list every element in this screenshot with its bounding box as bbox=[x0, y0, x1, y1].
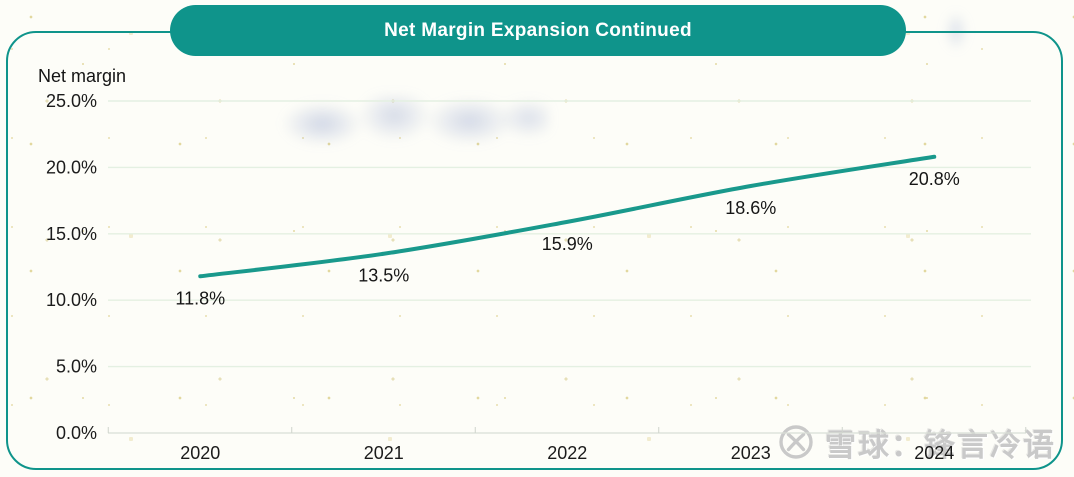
chart-card-frame bbox=[6, 31, 1063, 470]
chart-title-pill: Net Margin Expansion Continued bbox=[170, 5, 906, 56]
chart-title: Net Margin Expansion Continued bbox=[384, 19, 692, 41]
y-axis-unit-label: Net margin bbox=[38, 66, 127, 86]
